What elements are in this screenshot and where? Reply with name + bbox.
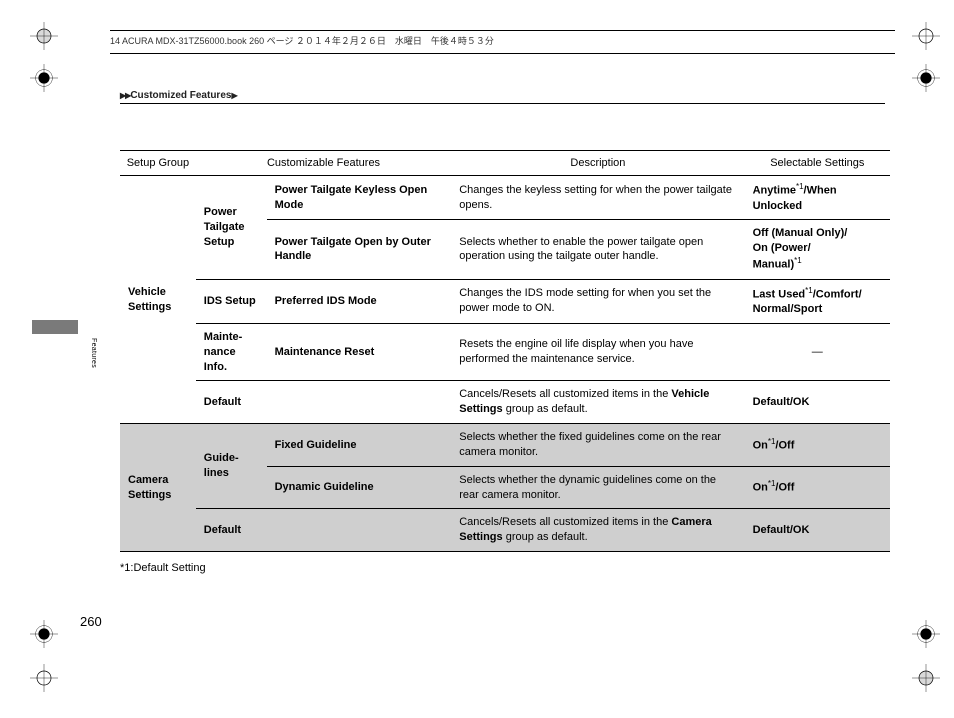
- table-header-row: Setup Group Customizable Features Descri…: [120, 151, 890, 176]
- feature-desc: Selects whether the fixed guidelines com…: [451, 424, 744, 467]
- feature-desc: Resets the engine oil life display when …: [451, 323, 744, 381]
- col-features: Customizable Features: [196, 151, 451, 176]
- table-row: Mainte-nance Info. Maintenance Reset Res…: [120, 323, 890, 381]
- crop-mark-icon: [30, 664, 58, 692]
- feature-name: Dynamic Guideline: [267, 466, 452, 509]
- feature-setting: Off (Manual Only)/On (Power/Manual)*1: [745, 220, 890, 279]
- table-row: Camera Settings Guide-lines Fixed Guidel…: [120, 424, 890, 467]
- subgroup: Mainte-nance Info.: [196, 323, 267, 381]
- crop-mark-icon: [912, 22, 940, 50]
- feature-setting: Last Used*1/Comfort/Normal/Sport: [745, 279, 890, 323]
- setup-group: Vehicle Settings: [120, 176, 196, 424]
- breadcrumb: ▶▶Customized Features▶: [120, 90, 895, 101]
- crop-mark-icon: [30, 22, 58, 50]
- table-row: Vehicle Settings Power Tailgate Setup Po…: [120, 176, 890, 220]
- section-tab: [32, 320, 78, 334]
- triangle-icon: ▶▶: [120, 91, 130, 100]
- feature-desc: Selects whether to enable the power tail…: [451, 220, 744, 279]
- book-header-line: 14 ACURA MDX-31TZ56000.book 260 ページ ２０１４…: [110, 30, 895, 54]
- crop-mark-icon: [30, 620, 58, 648]
- feature-name: Fixed Guideline: [267, 424, 452, 467]
- feature-name: Maintenance Reset: [267, 323, 452, 381]
- subgroup: Guide-lines: [196, 424, 267, 509]
- feature-name: Preferred IDS Mode: [267, 279, 452, 323]
- crop-mark-icon: [30, 64, 58, 92]
- crop-mark-icon: [912, 64, 940, 92]
- features-table: Setup Group Customizable Features Descri…: [120, 150, 890, 552]
- feature-desc: Selects whether the dynamic guidelines c…: [451, 466, 744, 509]
- col-selectable: Selectable Settings: [745, 151, 890, 176]
- feature-desc: Cancels/Resets all customized items in t…: [451, 381, 744, 424]
- col-description: Description: [451, 151, 744, 176]
- setup-group: Camera Settings: [120, 424, 196, 552]
- feature-name: Power Tailgate Open by Outer Handle: [267, 220, 452, 279]
- triangle-icon: ▶: [231, 91, 236, 100]
- feature-setting: Default/OK: [745, 381, 890, 424]
- footnote: *1:Default Setting: [120, 562, 895, 574]
- breadcrumb-rule: [120, 103, 885, 104]
- page-number: 260: [80, 614, 102, 629]
- feature-setting: Default/OK: [745, 509, 890, 552]
- table-row: IDS Setup Preferred IDS Mode Changes the…: [120, 279, 890, 323]
- feature-setting: —: [745, 323, 890, 381]
- subgroup: Default: [196, 381, 451, 424]
- table-row: Default Cancels/Resets all customized it…: [120, 509, 890, 552]
- subgroup: Default: [196, 509, 451, 552]
- col-setup: Setup Group: [120, 151, 196, 176]
- subgroup: IDS Setup: [196, 279, 267, 323]
- crop-mark-icon: [912, 620, 940, 648]
- feature-setting: On*1/Off: [745, 424, 890, 467]
- feature-name: Power Tailgate Keyless Open Mode: [267, 176, 452, 220]
- feature-desc: Changes the IDS mode setting for when yo…: [451, 279, 744, 323]
- feature-desc: Changes the keyless setting for when the…: [451, 176, 744, 220]
- subgroup: Power Tailgate Setup: [196, 176, 267, 280]
- feature-desc: Cancels/Resets all customized items in t…: [451, 509, 744, 552]
- table-row: Default Cancels/Resets all customized it…: [120, 381, 890, 424]
- feature-setting: Anytime*1/When Unlocked: [745, 176, 890, 220]
- crop-mark-icon: [912, 664, 940, 692]
- feature-setting: On*1/Off: [745, 466, 890, 509]
